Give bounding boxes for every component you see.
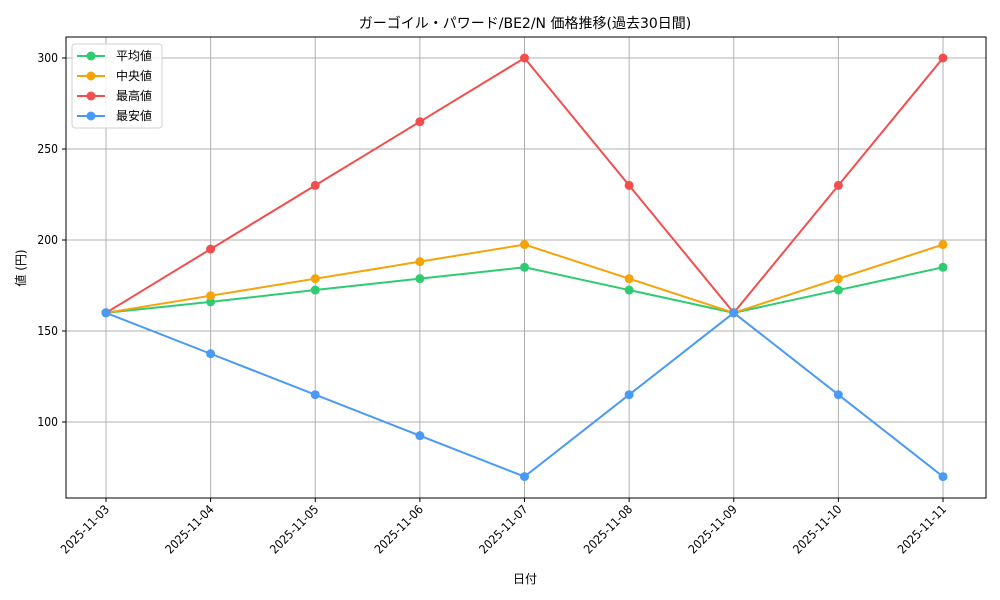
x-tick-label: 2025-11-11 xyxy=(895,502,949,556)
y-tick-label: 300 xyxy=(37,51,58,65)
legend-label: 最安値 xyxy=(116,108,152,123)
x-tick-label: 2025-11-09 xyxy=(686,502,740,556)
data-point xyxy=(415,431,425,441)
x-tick-label: 2025-11-04 xyxy=(162,502,216,556)
legend-marker-icon xyxy=(86,91,96,101)
y-tick-label: 200 xyxy=(37,233,58,247)
data-point xyxy=(520,53,529,63)
data-point xyxy=(415,117,425,127)
x-tick-label: 2025-11-05 xyxy=(267,502,321,556)
data-point xyxy=(520,262,529,272)
series-lines xyxy=(101,53,948,482)
legend-item: 最安値 xyxy=(77,108,152,123)
legend-label: 最高値 xyxy=(116,88,152,103)
data-point xyxy=(938,240,948,250)
data-point xyxy=(310,285,320,295)
x-tick-label: 2025-11-08 xyxy=(581,502,635,556)
legend-label: 平均値 xyxy=(116,48,152,63)
legend-label: 中央値 xyxy=(116,68,152,83)
data-point xyxy=(624,390,634,400)
data-point xyxy=(938,472,948,482)
data-point xyxy=(938,53,948,63)
x-tick-label: 2025-11-07 xyxy=(476,502,530,556)
plot-frame xyxy=(65,36,987,499)
data-point xyxy=(833,285,843,295)
data-point xyxy=(938,262,948,272)
x-tick-label: 2025-11-03 xyxy=(58,502,112,556)
data-point xyxy=(415,274,425,284)
y-tick-label: 100 xyxy=(37,415,58,429)
y-axis: 100 150 200 250 300 xyxy=(37,51,66,429)
data-point xyxy=(206,244,216,254)
y-tick-label: 250 xyxy=(37,142,58,156)
data-point xyxy=(624,285,634,295)
data-point xyxy=(310,180,320,190)
series-3 xyxy=(101,308,948,482)
data-point xyxy=(624,180,634,190)
data-point xyxy=(520,472,529,482)
legend-item: 平均値 xyxy=(77,48,152,63)
data-point xyxy=(310,274,320,284)
data-point xyxy=(206,291,216,301)
data-point xyxy=(310,390,320,400)
y-tick-label: 150 xyxy=(37,324,58,338)
legend-item: 中央値 xyxy=(77,68,152,83)
data-point xyxy=(415,257,425,267)
data-point xyxy=(729,308,739,318)
data-point xyxy=(833,274,843,284)
legend-item: 最高値 xyxy=(77,88,152,103)
legend-box xyxy=(71,43,163,129)
data-point xyxy=(833,180,843,190)
data-point xyxy=(520,240,529,250)
legend-marker-icon xyxy=(86,111,96,121)
legend-marker-icon xyxy=(86,51,96,61)
data-point xyxy=(206,297,216,307)
data-point xyxy=(624,274,634,284)
data-point xyxy=(101,308,111,318)
data-point xyxy=(833,390,843,400)
x-axis-label: 日付 xyxy=(513,572,537,586)
x-tick-label: 2025-11-10 xyxy=(790,502,844,556)
y-axis-label: 値 (円) xyxy=(13,249,28,286)
x-axis: 2025-11-03 2025-11-04 2025-11-05 2025-11-06… xyxy=(58,498,949,556)
legend-marker-icon xyxy=(86,71,96,81)
series-2 xyxy=(101,53,948,318)
data-point xyxy=(206,349,216,359)
x-tick-label: 2025-11-06 xyxy=(372,502,426,556)
chart-title: ガーゴイル・パワード/BE2/N 価格推移(過去30日間) xyxy=(359,15,691,32)
